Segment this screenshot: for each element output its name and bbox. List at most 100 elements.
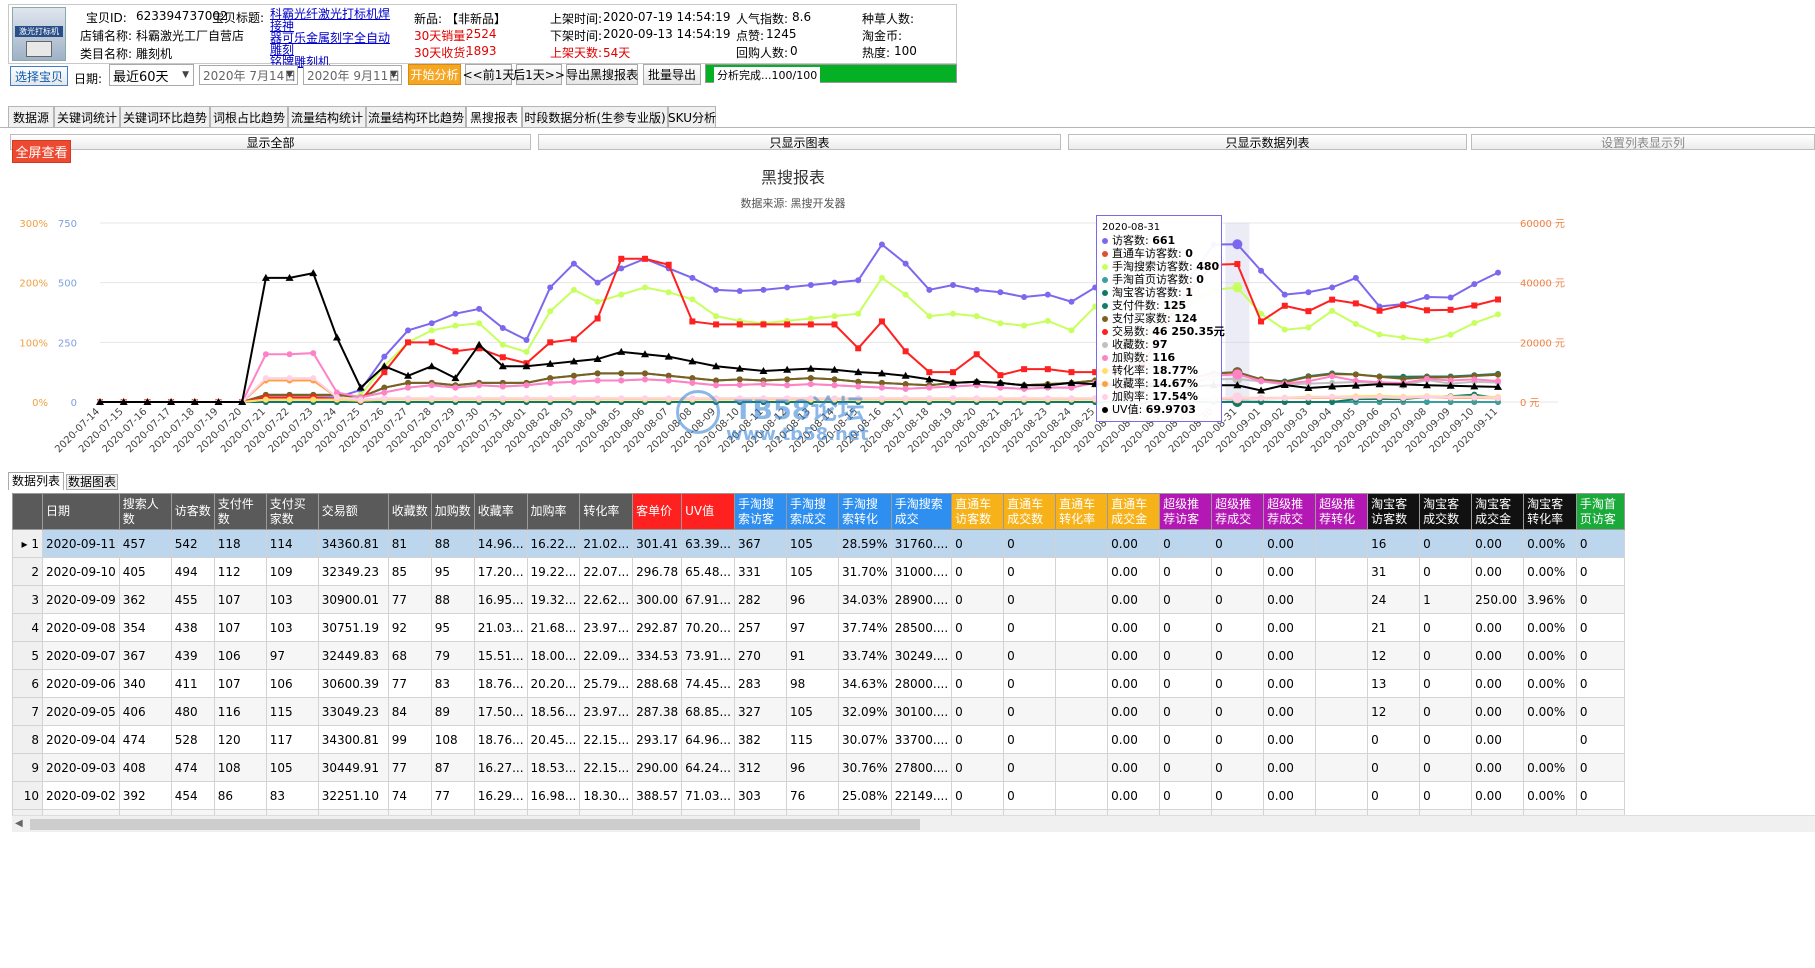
batch-export-button[interactable]: 批量导出 xyxy=(643,64,701,85)
column-header[interactable]: 手淘搜索转化 xyxy=(837,493,892,530)
table-row[interactable]: 4 2020-09-08 354 438 107 103 30751.19 92 95 21.03… xyxy=(12,613,1625,642)
start-analysis-button[interactable]: 开始分析 xyxy=(408,64,461,85)
column-header[interactable]: 搜索人数 xyxy=(118,493,172,530)
prev-day-button[interactable]: <<前1天 xyxy=(463,64,514,85)
tab-3[interactable]: 关键词环比趋势 xyxy=(120,106,210,128)
column-header[interactable]: 淘宝客成交数 xyxy=(1419,493,1473,530)
item-title-link[interactable]: 科霸光纤激光打标机焊接神 器可乐金属刻字全自动雕刻 铭牌雕刻机 xyxy=(270,8,400,68)
range-select[interactable]: 最近60天 ▼ xyxy=(109,64,194,86)
column-header[interactable]: 交易额 xyxy=(317,493,389,530)
data-point xyxy=(1447,377,1454,384)
table-cell: 27800.... xyxy=(890,753,953,782)
tab-5[interactable]: 流量结构统计 xyxy=(288,106,366,128)
tooltip-row: 加购率: 17.54% xyxy=(1102,390,1216,403)
tab-1[interactable]: 数据源 xyxy=(8,106,54,128)
data-point xyxy=(760,321,767,328)
table-row[interactable]: 10 2020-09-02 392 454 86 83 32251.10 74 77 16.29.… xyxy=(12,781,1625,810)
column-header[interactable]: 淘宝客访客数 xyxy=(1367,493,1421,530)
column-header[interactable]: UV值 xyxy=(681,493,735,530)
tab-4[interactable]: 词根占比趋势 xyxy=(210,106,288,128)
scrollbar-thumb[interactable] xyxy=(30,819,920,830)
column-header[interactable]: 超级推荐转化 xyxy=(1315,493,1369,530)
column-header[interactable]: 直通车成交金 xyxy=(1107,493,1161,530)
fullscreen-button[interactable]: 全屏查看 xyxy=(12,140,71,163)
data-point xyxy=(547,375,554,382)
table-row[interactable]: 112020-09-01496553959526599.66868815.54.… xyxy=(12,809,1625,815)
header-panel xyxy=(8,4,957,64)
left-pct-tick: 0% xyxy=(32,398,48,409)
column-header[interactable]: 淘宝客成交金 xyxy=(1471,493,1525,530)
column-header[interactable]: 淘宝客转化率 xyxy=(1523,493,1577,530)
data-point xyxy=(594,395,601,402)
data-point xyxy=(1471,376,1478,383)
table-row[interactable]: 6 2020-09-06 340 411 107 106 30600.39 77 83 18.76… xyxy=(12,669,1625,698)
column-header[interactable]: 收藏数 xyxy=(387,493,432,530)
column-header[interactable]: 客单价 xyxy=(632,493,683,530)
column-header[interactable]: 加购数 xyxy=(430,493,475,530)
table-row[interactable]: ▸ 1 2020-09-11 457 542 118 114 34360.81 81 88 14.… xyxy=(12,529,1625,558)
tab-9[interactable]: SKU分析 xyxy=(668,106,716,128)
column-header[interactable]: 日期 xyxy=(42,493,120,530)
table-row[interactable]: 8 2020-09-04 474 528 120 117 34300.81 99 108 18.7… xyxy=(12,725,1625,754)
category-label: 类目名称: xyxy=(80,47,133,61)
days-label: 上架天数: xyxy=(550,46,603,60)
settings-columns-button[interactable]: 设置列表显示列 xyxy=(1471,134,1815,150)
data-point xyxy=(1471,320,1478,327)
table-row[interactable]: 3 2020-09-09 362 455 107 103 30900.01 77 88 16.95… xyxy=(12,585,1625,614)
select-item-button[interactable]: 选择宝贝 xyxy=(10,66,68,86)
table-row[interactable]: 7 2020-09-05 406 480 116 115 33049.23 84 89 17.50… xyxy=(12,697,1625,726)
column-header[interactable]: 超级推荐成交 xyxy=(1263,493,1317,530)
data-point xyxy=(1399,380,1408,388)
data-point xyxy=(1068,384,1075,391)
data-point xyxy=(973,351,980,358)
date-to-picker[interactable]: 2020年 9月11日 ▼ xyxy=(303,65,402,85)
column-header[interactable]: 手淘搜索成交 xyxy=(890,493,953,530)
horizontal-scrollbar[interactable]: ◀ xyxy=(12,815,1815,832)
table-row[interactable]: 2 2020-09-10 405 494 112 109 32349.23 85 95 17.20… xyxy=(12,557,1625,586)
table-row[interactable]: 9 2020-09-03 408 474 108 105 30449.91 77 87 16.27… xyxy=(12,753,1625,782)
tab-8[interactable]: 时段数据分析(生参专业版) xyxy=(522,106,668,128)
column-header[interactable]: 手淘首页访客 xyxy=(1575,493,1625,530)
next-day-button[interactable]: 后1天>> xyxy=(513,64,565,85)
column-header[interactable]: 支付件数 xyxy=(213,493,267,530)
column-header[interactable]: 转化率 xyxy=(579,493,634,530)
tab-data-list[interactable]: 数据列表 xyxy=(8,472,64,490)
table-cell: 0 xyxy=(1419,557,1473,586)
data-point xyxy=(806,364,815,372)
table-cell: 28.59% xyxy=(837,529,892,558)
column-header[interactable]: 直通车转化率 xyxy=(1055,493,1109,530)
column-header[interactable]: 访客数 xyxy=(170,493,215,530)
column-header[interactable]: 直通车访客数 xyxy=(951,493,1005,530)
data-point xyxy=(784,376,791,383)
show-all-button[interactable]: 显示全部 xyxy=(10,134,531,150)
tooltip-series-value: 69.9703 xyxy=(1145,403,1196,416)
column-header[interactable]: 超级推荐访客 xyxy=(1159,493,1213,530)
chart-only-button[interactable]: 只显示图表 xyxy=(538,134,1061,150)
date-from-picker[interactable]: 2020年 7月14日 ▼ xyxy=(199,65,298,85)
column-header[interactable]: 手淘搜索访客 xyxy=(733,493,787,530)
column-header[interactable]: 超级推荐成交 xyxy=(1211,493,1265,530)
tab-7[interactable]: 黑搜报表 xyxy=(466,106,522,128)
export-report-button[interactable]: 导出黑搜报表 xyxy=(566,64,638,85)
list-only-button[interactable]: 只显示数据列表 xyxy=(1068,134,1467,150)
table-cell: 64.96... xyxy=(681,725,735,754)
table-cell: 0 xyxy=(1003,669,1057,698)
data-point xyxy=(1021,366,1028,373)
column-header[interactable]: 加购率 xyxy=(526,493,581,530)
table-cell: 105 xyxy=(265,753,319,782)
scroll-left-arrow-icon[interactable]: ◀ xyxy=(15,818,23,829)
title-line-1[interactable]: 科霸光纤激光打标机焊接神 xyxy=(270,7,391,33)
column-header[interactable]: 手淘搜索成交 xyxy=(785,493,839,530)
data-point xyxy=(1305,324,1312,331)
table-row[interactable]: 5 2020-09-07 367 439 106 97 32449.83 68 79 15.51.… xyxy=(12,641,1625,670)
table-cell xyxy=(1055,557,1109,586)
tab-6[interactable]: 流量结构环比趋势 xyxy=(366,106,466,128)
title-line-2[interactable]: 器可乐金属刻字全自动雕刻 xyxy=(270,31,391,57)
column-header[interactable]: 直通车成交数 xyxy=(1003,493,1057,530)
table-cell: 2020-09-02 xyxy=(42,781,120,810)
column-header[interactable]: 支付买家数 xyxy=(265,493,319,530)
tab-2[interactable]: 关键词统计 xyxy=(54,106,120,128)
column-header[interactable]: 收藏率 xyxy=(473,493,528,530)
data-point xyxy=(997,320,1004,327)
tab-data-chart[interactable]: 数据图表 xyxy=(66,474,118,490)
